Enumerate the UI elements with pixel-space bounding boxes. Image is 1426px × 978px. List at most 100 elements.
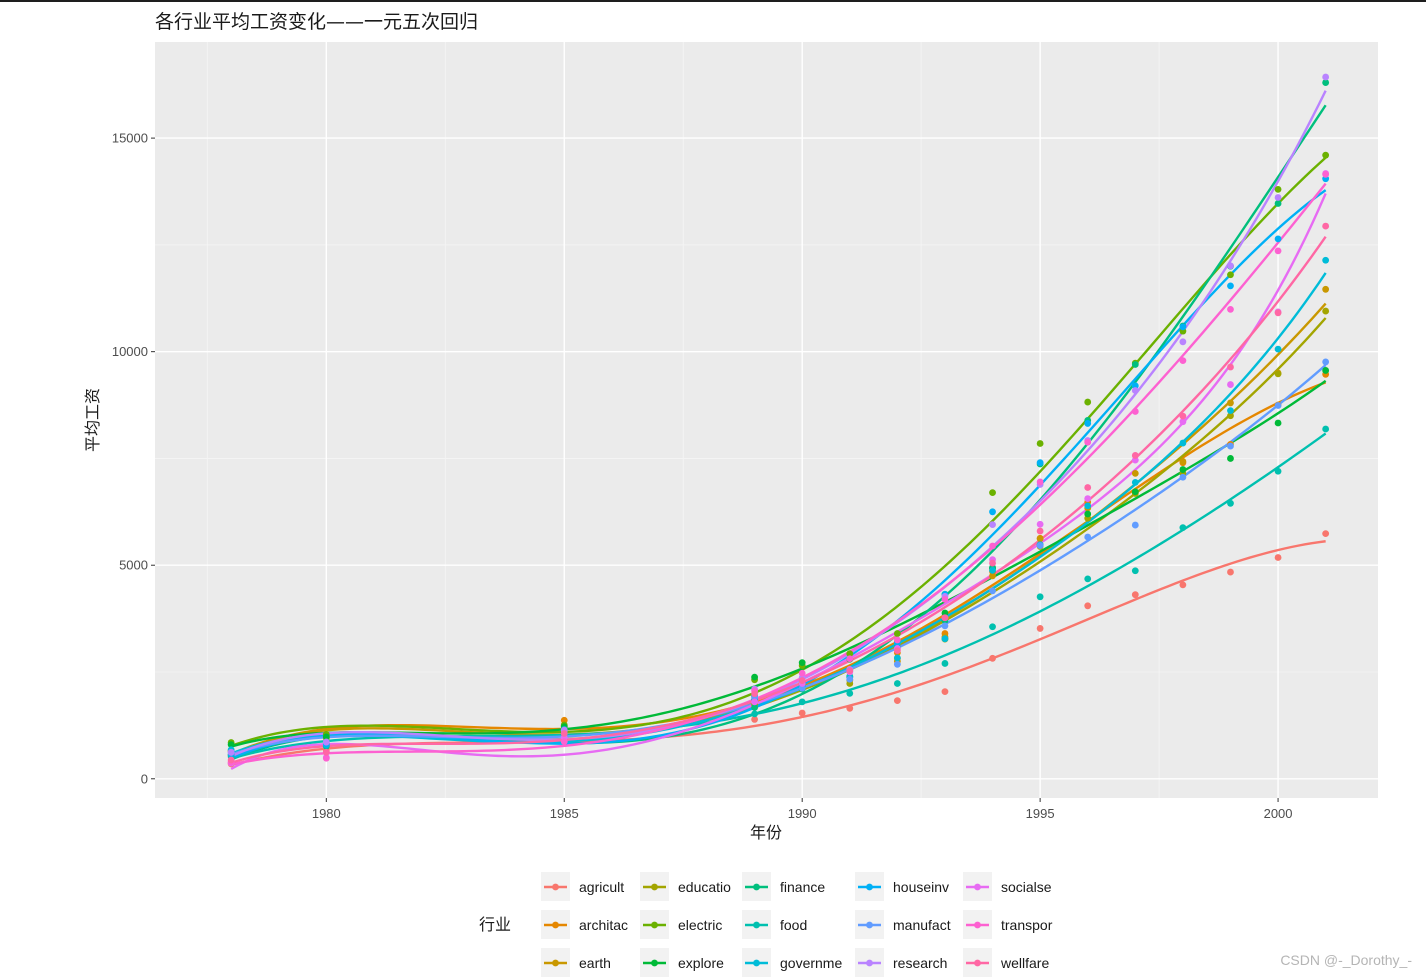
data-point-electric	[893, 630, 901, 637]
data-point-wellfare	[1131, 452, 1139, 459]
x-tick-label: 2000	[1264, 806, 1293, 821]
data-point-governme	[1227, 407, 1234, 415]
data-point-manufact	[989, 587, 996, 595]
legend-label: finance	[780, 879, 825, 895]
data-point-transpor	[1227, 305, 1234, 313]
data-point-food	[989, 623, 996, 631]
legend-key-point	[974, 883, 981, 891]
series-lines	[230, 90, 1327, 770]
data-point-agricult	[1084, 602, 1092, 610]
x-axis-title: 年份	[750, 823, 782, 842]
legend-label: governme	[780, 955, 842, 971]
legend-item-finance: finance	[742, 872, 825, 901]
legend-item-explore: explore	[640, 948, 724, 977]
x-axis: 1980 1985 1990 1995 2000	[312, 798, 1293, 821]
chart-title: 各行业平均工资变化——一元五次回归	[155, 11, 478, 33]
data-point-socialse	[1179, 418, 1187, 426]
data-point-earth	[1036, 535, 1044, 543]
legend-item-houseinv: houseinv	[855, 872, 949, 901]
data-point-agricult	[941, 688, 949, 696]
legend-label: food	[780, 917, 807, 933]
series-line-research	[230, 90, 1327, 758]
legend-label: transpor	[1001, 917, 1053, 933]
data-point-food	[1227, 499, 1234, 507]
data-point-transpor	[798, 669, 806, 677]
legend-item-transpor: transpor	[963, 910, 1053, 939]
data-point-transpor	[322, 754, 330, 762]
data-point-transpor	[1274, 247, 1282, 255]
y-tick-label: 5000	[119, 558, 148, 573]
data-point-manufact	[1322, 358, 1330, 366]
data-point-governme	[1084, 502, 1092, 510]
legend-key-point	[974, 959, 981, 967]
legend: 行业 agricult architac earth educatio electric…	[479, 872, 1053, 977]
legend-key-point	[651, 883, 658, 891]
series-line-transpor	[230, 182, 1327, 766]
data-point-wellfare	[893, 647, 901, 655]
legend-label: socialse	[1001, 879, 1052, 895]
data-point-electric	[846, 650, 854, 658]
legend-item-socialse: socialse	[963, 872, 1052, 901]
data-point-governme	[893, 654, 901, 662]
data-point-explore	[941, 609, 949, 617]
legend-key-point	[651, 921, 658, 929]
data-point-socialse	[1227, 381, 1234, 388]
grid-minor	[155, 42, 1378, 798]
data-point-governme	[989, 566, 996, 574]
data-point-transpor	[941, 595, 949, 603]
data-point-transpor	[989, 542, 996, 550]
legend-key-point	[753, 921, 760, 929]
x-tick-label: 1990	[788, 806, 817, 821]
data-point-agricult	[1322, 530, 1330, 538]
legend-key-point	[866, 921, 873, 929]
data-point-manufact	[1179, 473, 1187, 481]
data-point-wellfare	[560, 730, 568, 737]
data-point-food	[1179, 524, 1187, 532]
data-point-finance	[1274, 200, 1282, 207]
data-point-houseinv	[1227, 282, 1234, 290]
top-border-line	[0, 0, 1426, 2]
data-point-electric	[1274, 185, 1282, 193]
y-tick-label: 0	[141, 771, 148, 786]
legend-label: earth	[579, 955, 611, 971]
legend-label: wellfare	[1000, 955, 1049, 971]
legend-key-point	[866, 883, 873, 891]
data-point-wellfare	[1227, 363, 1234, 371]
data-point-agricult	[1227, 568, 1234, 576]
data-point-agricult	[1036, 625, 1044, 632]
data-point-wellfare	[989, 559, 996, 567]
data-point-transpor	[1084, 438, 1092, 446]
data-point-houseinv	[1036, 459, 1044, 467]
data-point-electric	[989, 489, 996, 497]
data-point-research	[227, 748, 235, 756]
data-point-earth	[1227, 399, 1234, 407]
data-point-socialse	[1036, 520, 1044, 528]
series-line-manufact	[230, 364, 1327, 756]
legend-key-point	[651, 959, 658, 967]
data-point-socialse	[1084, 495, 1092, 502]
data-point-transpor	[560, 738, 568, 746]
data-point-research	[1274, 194, 1282, 201]
data-point-wellfare	[1274, 309, 1282, 317]
data-point-research	[1322, 73, 1330, 81]
data-point-manufact	[1036, 542, 1044, 549]
data-point-explore	[227, 741, 235, 749]
watermark: CSDN @-_Dorothy_-	[1280, 952, 1412, 968]
data-point-agricult	[893, 697, 901, 705]
data-point-research	[1227, 262, 1234, 270]
data-point-wellfare	[1179, 412, 1187, 420]
data-point-agricult	[989, 654, 996, 662]
data-point-earth	[1322, 285, 1330, 293]
y-axis: 0 5000 10000 15000	[112, 131, 155, 786]
data-point-transpor	[846, 655, 854, 663]
y-tick-label: 15000	[112, 131, 148, 146]
data-point-research	[989, 521, 996, 529]
data-point-electric	[1036, 440, 1044, 447]
data-point-food	[1322, 425, 1330, 433]
x-tick-label: 1980	[312, 806, 341, 821]
data-point-socialse	[751, 698, 759, 706]
data-point-food	[941, 660, 949, 667]
legend-label: explore	[678, 955, 724, 971]
legend-key-point	[552, 921, 559, 929]
